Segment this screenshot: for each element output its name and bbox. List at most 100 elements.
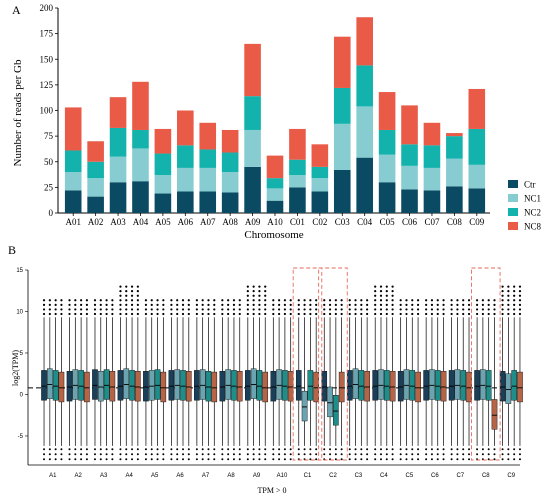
box-body [491,399,498,430]
outlier [462,458,465,461]
box-a10-nc1 [276,299,282,461]
outlier [119,453,122,456]
outlier [130,285,134,288]
bar-nc2-a09 [244,96,261,130]
outlier [93,453,96,456]
outlier [360,303,363,306]
outlier [507,299,510,302]
box-body [250,368,257,399]
outlier [481,448,484,451]
outlier [170,448,173,451]
x-tick-label-c08: C08 [447,217,463,227]
box-body [186,371,192,402]
box-a1-ctr [41,299,47,461]
outlier [201,458,204,461]
outlier [42,299,46,302]
box-a8-nc2 [231,299,237,461]
outlier [272,308,275,311]
outlier [493,448,496,451]
box-body [448,370,455,401]
box-a8-ctr [219,299,226,461]
outlier [416,312,420,316]
box-body [72,369,79,400]
outlier [105,453,108,456]
outlier [156,453,159,456]
outlier [170,458,173,461]
box-a5-nc1 [148,299,155,461]
outlier [213,448,216,451]
outlier [297,312,300,316]
box-body [460,370,467,401]
outlier [176,312,179,316]
outlier [385,285,388,288]
outlier [374,453,377,456]
outlier [385,303,388,306]
outlier [513,303,516,306]
outlier [187,308,190,311]
outlier [187,453,190,456]
outlier [481,453,484,456]
box-body [236,371,243,402]
box-c4-nc2 [383,285,390,461]
outlier [80,308,83,311]
outlier [272,299,275,302]
box-body [327,386,333,418]
box-c7-nc1 [454,299,461,461]
outlier [162,312,165,316]
bar-ctr-c09 [468,188,486,213]
outlier [425,303,428,306]
box-body [333,395,339,426]
outlier [195,458,198,461]
outlier [119,458,122,461]
box-body [174,369,181,400]
outlier [195,299,198,302]
bar-nc8-c03 [333,36,351,88]
outlier [507,453,510,456]
bar-ctr-a03 [109,182,127,213]
outlier [130,303,134,306]
bar-nc8-a07 [199,122,217,150]
outlier [201,299,204,302]
outlier [60,312,63,316]
box-body [505,373,512,404]
panel-label-a: A [12,3,21,17]
outlier [221,312,224,316]
outlier [119,285,122,288]
outlier [450,312,453,316]
box-a7-nc8 [211,299,218,461]
outlier [379,458,382,461]
bar-nc1-c09 [468,164,486,189]
outlier [131,448,134,451]
outlier [85,303,89,306]
outlier [99,458,102,461]
outlier [374,290,377,293]
box-a9-nc1 [250,285,257,461]
box-body [270,371,277,402]
bar-nc1-a01 [64,172,82,191]
outlier [366,308,369,311]
outlier [264,453,267,456]
outlier [442,312,445,316]
bar-nc1-c05 [378,154,396,183]
outlier [125,458,128,461]
outlier [493,458,496,461]
bar-nc8-a05 [154,128,172,154]
outlier [303,312,306,316]
outlier [323,299,326,302]
outlier [207,453,210,456]
bar-nc2-a01 [64,150,82,172]
outlier [487,303,490,306]
outlier [176,299,179,302]
outlier [93,303,97,306]
bar-nc1-a09 [244,129,261,167]
box-body [423,370,429,401]
outlier [487,299,490,302]
outlier [272,448,275,451]
outlier [93,312,97,316]
y-tick-label-b: -5 [18,434,24,440]
outlier [136,312,139,316]
outlier [501,303,504,306]
outlier [309,312,312,316]
outlier [328,299,332,302]
